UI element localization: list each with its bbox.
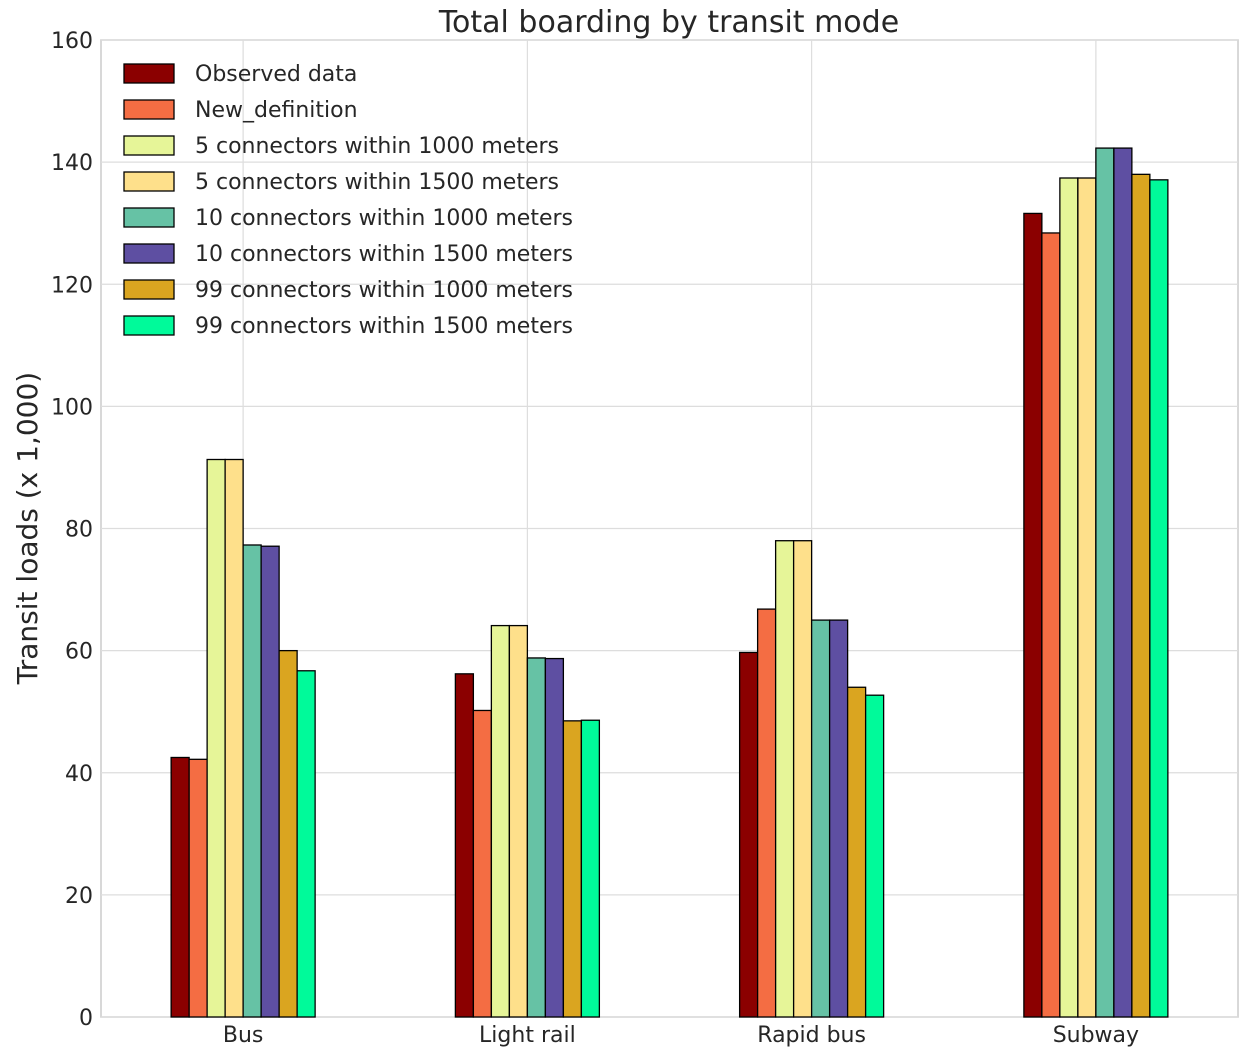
- y-tick-label: 160: [51, 29, 93, 54]
- bar: [864, 694, 885, 1018]
- bar: [170, 756, 190, 1018]
- legend-label: New_definition: [195, 98, 358, 123]
- bars: [170, 147, 1169, 1018]
- legend-swatch: [123, 63, 175, 84]
- y-tick-label: 0: [79, 1006, 93, 1031]
- legend-swatch: [123, 99, 175, 120]
- legend-label: 5 connectors within 1000 meters: [195, 134, 559, 159]
- x-tick-label: Light rail: [479, 1023, 576, 1048]
- y-tick-label: 120: [51, 273, 93, 298]
- chart-title: Total boarding by transit mode: [438, 5, 899, 40]
- legend-swatch: [123, 243, 175, 264]
- bar: [828, 619, 849, 1018]
- bar: [508, 624, 529, 1018]
- bar: [1077, 177, 1097, 1018]
- y-tick-label: 80: [65, 518, 93, 543]
- x-tick-label: Subway: [1053, 1023, 1139, 1048]
- bar: [224, 458, 244, 1018]
- legend-label: 99 connectors within 1500 meters: [195, 314, 573, 339]
- bar: [278, 649, 298, 1018]
- bar: [1113, 147, 1133, 1018]
- bar: [544, 657, 565, 1018]
- y-tick-label: 20: [65, 884, 93, 909]
- bar: [526, 657, 547, 1018]
- legend-swatch: [123, 315, 175, 336]
- bar: [738, 651, 759, 1018]
- bar: [1131, 173, 1151, 1018]
- x-tick-label: Rapid bus: [757, 1023, 866, 1048]
- legend-swatch: [123, 171, 175, 192]
- x-tick-label: Bus: [223, 1023, 264, 1048]
- bar: [1149, 179, 1169, 1018]
- y-tick-label: 100: [51, 395, 93, 420]
- bar: [260, 545, 280, 1018]
- bar: [562, 720, 583, 1018]
- y-tick-label: 140: [51, 151, 93, 176]
- bar: [792, 540, 813, 1018]
- bar: [1059, 177, 1079, 1018]
- y-tick-labels: 0 20 40 60 80 100 120 140 160: [51, 29, 93, 1031]
- bar: [846, 686, 867, 1018]
- bar: [242, 544, 262, 1018]
- legend-label: 99 connectors within 1000 meters: [195, 278, 573, 303]
- y-tick-label: 60: [65, 640, 93, 665]
- legend-label: 10 connectors within 1500 meters: [195, 242, 573, 267]
- bar: [490, 624, 511, 1018]
- legend-label: 10 connectors within 1000 meters: [195, 206, 573, 231]
- bar: [188, 758, 208, 1018]
- bar: [774, 540, 795, 1018]
- x-tick-labels: Bus Light rail Rapid bus Subway: [223, 1023, 1139, 1048]
- legend-label: Observed data: [195, 62, 357, 87]
- y-axis-label: Transit loads (x 1,000): [11, 372, 44, 685]
- legend: Observed data New_definition 5 connectors …: [123, 62, 573, 339]
- bar: [756, 608, 777, 1018]
- bar: [206, 458, 226, 1018]
- bar: [1023, 212, 1043, 1018]
- bar: [472, 709, 493, 1018]
- legend-swatch: [123, 135, 175, 156]
- bar: [1095, 147, 1115, 1018]
- bar: [580, 719, 601, 1018]
- legend-label: 5 connectors within 1500 meters: [195, 170, 559, 195]
- bar: [1041, 232, 1061, 1018]
- y-tick-label: 40: [65, 762, 93, 787]
- bar: [454, 673, 475, 1018]
- legend-swatch: [123, 279, 175, 300]
- bar: [296, 670, 316, 1018]
- bar: [810, 619, 831, 1018]
- legend-swatch: [123, 207, 175, 228]
